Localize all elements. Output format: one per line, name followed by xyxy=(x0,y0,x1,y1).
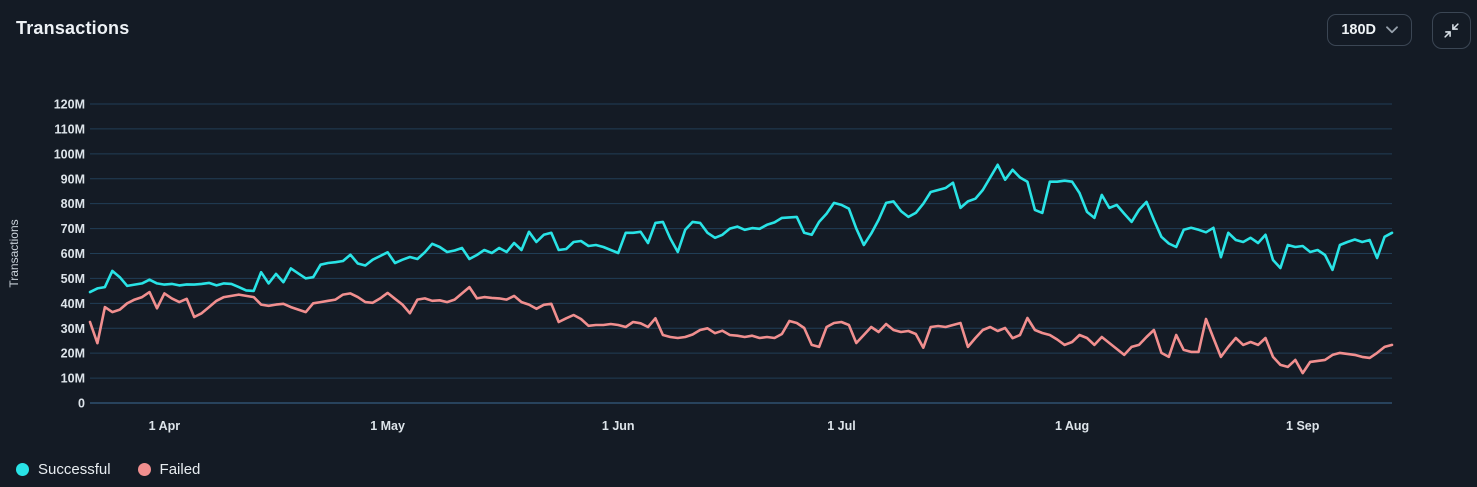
y-axis-tick-label: 40M xyxy=(61,297,85,311)
y-axis-tick-label: 30M xyxy=(61,322,85,336)
x-axis-tick-label: 1 May xyxy=(370,419,405,433)
chart-legend: Successful Failed xyxy=(16,458,200,480)
x-axis-tick-label: 1 Aug xyxy=(1055,419,1089,433)
y-axis-tick-label: 20M xyxy=(61,347,85,361)
chevron-down-icon xyxy=(1386,26,1398,34)
legend-dot-successful xyxy=(16,462,29,476)
y-axis-tick-label: 90M xyxy=(61,172,85,186)
collapse-arrows-icon xyxy=(1444,23,1459,38)
legend-item-failed[interactable]: Failed xyxy=(137,460,201,478)
widget-header: Transactions 180D xyxy=(0,0,1477,60)
y-axis-tick-label: 120M xyxy=(54,98,85,112)
y-axis-tick-label: 80M xyxy=(61,197,85,211)
page-title: Transactions xyxy=(16,18,130,38)
x-axis-tick-label: 1 Jul xyxy=(827,419,856,433)
series-line-successful xyxy=(88,163,1394,294)
x-axis-tick-label: 1 Apr xyxy=(149,419,181,433)
legend-dot-failed xyxy=(137,462,151,476)
legend-item-successful[interactable]: Successful xyxy=(16,461,111,478)
series-line-failed xyxy=(88,285,1394,375)
y-axis-tick-label: 50M xyxy=(61,272,85,286)
y-axis-tick-label: 10M xyxy=(61,372,85,386)
y-axis-tick-label: 70M xyxy=(61,222,85,236)
y-axis-tick-label: 60M xyxy=(61,247,85,261)
time-range-value: 180D xyxy=(1341,22,1376,38)
y-axis-tick-label: 110M xyxy=(54,122,85,136)
transactions-chart[interactable]: 0 10M 20M 30M 40M 50M 60M 70M 80M 90M 100M 110M 120M… xyxy=(0,0,1477,450)
y-axis-tick-label: 0 xyxy=(78,397,85,411)
legend-label-successful: Successful xyxy=(38,460,111,478)
y-axis-title: Transactions xyxy=(7,219,21,287)
time-range-selector[interactable]: 180D xyxy=(1327,14,1412,46)
x-axis-tick-label: 1 Sep xyxy=(1286,419,1320,433)
x-axis-tick-label: 1 Jun xyxy=(602,419,635,433)
legend-label-failed: Failed xyxy=(159,460,201,478)
collapse-button[interactable] xyxy=(1432,12,1471,49)
y-axis-tick-label: 100M xyxy=(54,147,85,161)
